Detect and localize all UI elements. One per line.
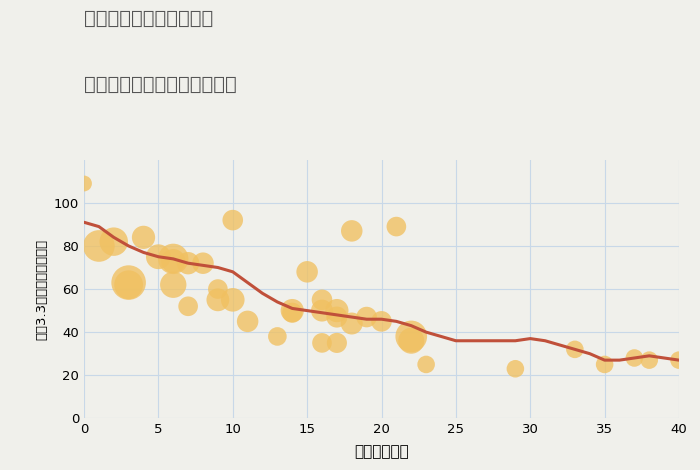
Point bbox=[331, 339, 342, 347]
Point bbox=[153, 253, 164, 260]
Point bbox=[316, 339, 328, 347]
Point bbox=[331, 307, 342, 314]
Text: 築年数別中古マンション価格: 築年数別中古マンション価格 bbox=[84, 75, 237, 94]
Point bbox=[168, 257, 179, 265]
Point bbox=[287, 307, 298, 314]
Point bbox=[316, 307, 328, 314]
Point bbox=[406, 333, 417, 340]
Point bbox=[168, 281, 179, 289]
Point bbox=[569, 345, 580, 353]
Point bbox=[346, 320, 357, 327]
Point bbox=[212, 296, 223, 304]
Point bbox=[673, 356, 685, 364]
Point bbox=[391, 223, 402, 230]
Point bbox=[93, 242, 104, 250]
Point bbox=[227, 296, 238, 304]
Point bbox=[510, 365, 521, 373]
Point bbox=[599, 360, 610, 368]
Point bbox=[168, 255, 179, 263]
Point bbox=[183, 303, 194, 310]
Point bbox=[212, 285, 223, 293]
Point bbox=[421, 360, 432, 368]
Point bbox=[123, 279, 134, 286]
Point bbox=[302, 268, 313, 275]
Point bbox=[78, 180, 90, 187]
X-axis label: 築年数（年）: 築年数（年） bbox=[354, 445, 409, 460]
Point bbox=[227, 216, 238, 224]
Point bbox=[183, 259, 194, 267]
Point bbox=[361, 313, 372, 321]
Point bbox=[406, 337, 417, 345]
Point bbox=[376, 318, 387, 325]
Point bbox=[123, 281, 134, 289]
Point bbox=[197, 259, 209, 267]
Point bbox=[108, 238, 119, 245]
Point bbox=[272, 333, 283, 340]
Point bbox=[331, 313, 342, 321]
Point bbox=[242, 318, 253, 325]
Point bbox=[138, 234, 149, 241]
Point bbox=[346, 227, 357, 235]
Text: 岐阜県美濃加茂市西町の: 岐阜県美濃加茂市西町の bbox=[84, 9, 214, 28]
Y-axis label: 坪（3.3㎡）単価（万円）: 坪（3.3㎡）単価（万円） bbox=[35, 238, 48, 340]
Point bbox=[644, 356, 655, 364]
Point bbox=[287, 309, 298, 316]
Point bbox=[629, 354, 640, 362]
Point bbox=[316, 296, 328, 304]
